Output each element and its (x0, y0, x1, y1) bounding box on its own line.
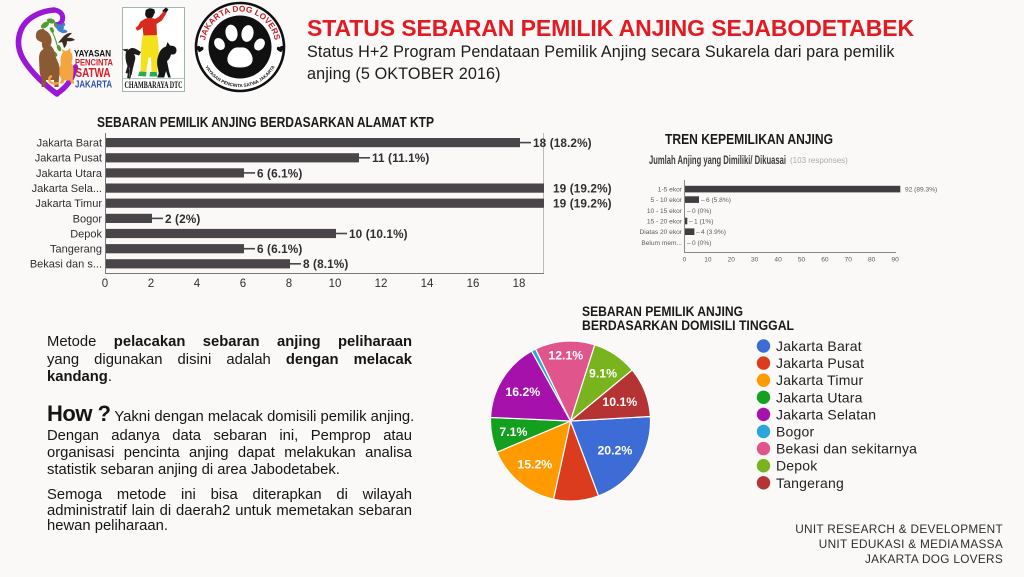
svg-text:20: 20 (728, 257, 736, 264)
svg-text:18: 18 (513, 278, 526, 290)
svg-text:Depok: Depok (776, 458, 818, 474)
svg-text:– 6 (5.8%): – 6 (5.8%) (701, 197, 731, 204)
svg-text:16.2%: 16.2% (505, 385, 540, 399)
svg-text:80: 80 (868, 257, 876, 264)
svg-text:Tangerang: Tangerang (776, 475, 844, 491)
svg-text:– 0 (0%): – 0 (0%) (687, 208, 711, 215)
svg-text:90: 90 (891, 257, 899, 264)
svg-text:Jakarta Timur: Jakarta Timur (35, 198, 102, 210)
svg-text:Jakarta Selatan: Jakarta Selatan (776, 406, 876, 422)
svg-text:Bogor: Bogor (73, 213, 103, 225)
svg-text:– 0 (0%): – 0 (0%) (687, 240, 711, 247)
svg-text:92 (89.3%): 92 (89.3%) (905, 187, 937, 194)
svg-text:5 - 10 ekor: 5 - 10 ekor (650, 197, 682, 204)
svg-text:Jakarta Barat: Jakarta Barat (776, 338, 862, 354)
svg-text:Jakarta Pusat: Jakarta Pusat (776, 355, 864, 371)
svg-text:(103 responses): (103 responses) (790, 156, 848, 165)
svg-text:Jakarta Pusat: Jakarta Pusat (35, 153, 102, 165)
svg-text:10 (10.1%): 10 (10.1%) (349, 227, 408, 241)
svg-text:4: 4 (194, 278, 201, 290)
svg-text:Jakarta Timur: Jakarta Timur (776, 372, 864, 388)
svg-text:11 (11.1%): 11 (11.1%) (372, 151, 429, 165)
svg-text:6 (6.1%): 6 (6.1%) (257, 166, 302, 180)
svg-text:JAKARTA: JAKARTA (75, 79, 112, 91)
svg-text:2 (2%): 2 (2%) (165, 212, 200, 226)
svg-text:15.2%: 15.2% (517, 458, 552, 472)
svg-text:19 (19.2%): 19 (19.2%) (553, 197, 612, 211)
svg-text:70: 70 (845, 257, 853, 264)
svg-text:6 (6.1%): 6 (6.1%) (257, 242, 302, 256)
svg-text:10: 10 (329, 278, 342, 290)
svg-text:8: 8 (286, 278, 292, 290)
svg-text:50: 50 (798, 257, 806, 264)
svg-text:15 - 20 ekor: 15 - 20 ekor (647, 219, 683, 226)
svg-text:Jakarta Barat: Jakarta Barat (37, 138, 102, 150)
svg-text:Bekasi dan sekitarnya: Bekasi dan sekitarnya (776, 441, 917, 457)
svg-text:YAYASAN: YAYASAN (74, 49, 111, 60)
svg-text:Jakarta Sela...: Jakarta Sela... (32, 183, 102, 195)
svg-text:BERDASARKAN DOMISILI TINGGAL: BERDASARKAN DOMISILI TINGGAL (582, 318, 794, 333)
svg-text:8 (8.1%): 8 (8.1%) (303, 257, 348, 271)
svg-text:30: 30 (751, 257, 759, 264)
svg-text:Belum mem...: Belum mem... (641, 240, 682, 247)
svg-text:SEBARAN PEMILIK ANJING: SEBARAN PEMILIK ANJING (582, 304, 743, 319)
svg-text:– 4 (3.9%): – 4 (3.9%) (696, 229, 726, 236)
svg-text:PENCINTA: PENCINTA (75, 58, 113, 68)
svg-text:10 - 15 ekor: 10 - 15 ekor (647, 208, 683, 215)
svg-text:10.1%: 10.1% (602, 395, 637, 409)
svg-text:Bekasi dan s...: Bekasi dan s... (30, 259, 102, 271)
svg-text:TREN KEPEMILIKAN ANJING: TREN KEPEMILIKAN ANJING (665, 132, 833, 148)
svg-text:SEBARAN PEMILIK ANJING BERDASA: SEBARAN PEMILIK ANJING BERDASARKAN ALAMA… (97, 115, 434, 131)
svg-text:CHAMBARAYA DTC: CHAMBARAYA DTC (125, 80, 183, 90)
svg-text:SATWA: SATWA (76, 66, 111, 80)
svg-text:7.1%: 7.1% (499, 425, 527, 439)
svg-text:0: 0 (102, 278, 108, 290)
svg-text:– 1 (1%): – 1 (1%) (689, 219, 713, 226)
svg-text:40: 40 (774, 257, 782, 264)
svg-text:Bogor: Bogor (776, 424, 814, 440)
svg-text:9.1%: 9.1% (589, 367, 617, 381)
svg-text:2: 2 (148, 278, 154, 290)
svg-text:16: 16 (467, 278, 480, 290)
svg-text:12.1%: 12.1% (548, 349, 583, 363)
svg-text:19 (19.2%): 19 (19.2%) (553, 182, 612, 196)
svg-text:6: 6 (240, 278, 246, 290)
svg-text:60: 60 (821, 257, 829, 264)
svg-text:0: 0 (683, 257, 687, 264)
svg-text:Diatas 20 ekor: Diatas 20 ekor (639, 229, 682, 236)
svg-text:Depok: Depok (70, 228, 102, 240)
svg-text:1-5 ekor: 1-5 ekor (658, 187, 683, 194)
svg-text:Jakarta Utara: Jakarta Utara (36, 168, 103, 180)
svg-text:12: 12 (375, 278, 388, 290)
svg-text:20.2%: 20.2% (597, 444, 632, 458)
svg-text:10: 10 (704, 257, 712, 264)
svg-text:Jakarta Utara: Jakarta Utara (776, 389, 863, 405)
svg-text:18 (18.2%): 18 (18.2%) (533, 136, 592, 150)
svg-text:Tangerang: Tangerang (50, 244, 102, 256)
svg-text:14: 14 (421, 278, 434, 290)
svg-text:Jumlah Anjing yang Dimiliki/ D: Jumlah Anjing yang Dimiliki/ Dikuasai (649, 153, 786, 167)
